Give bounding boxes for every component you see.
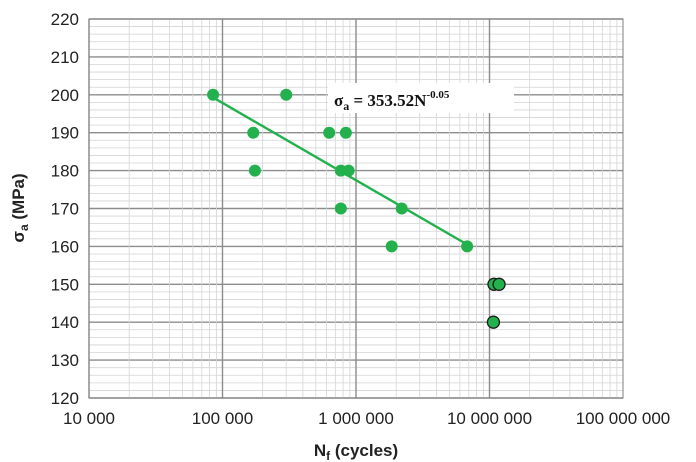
data-point (342, 164, 355, 177)
data-point (248, 164, 261, 177)
y-tick-label: 190 (51, 124, 79, 143)
equation-background (328, 83, 514, 113)
x-tick-label: 10 000 000 (447, 409, 532, 428)
equation-annotation: σa = 353.52N-0.05 (328, 83, 514, 113)
y-tick-label: 210 (51, 48, 79, 67)
runout-point (486, 315, 501, 329)
x-tick-label: 10 000 (63, 409, 115, 428)
x-tick-label: 100 000 000 (576, 409, 671, 428)
x-tick-label: 100 000 (192, 409, 253, 428)
y-tick-label: 220 (51, 10, 79, 29)
y-tick-label: 160 (51, 237, 79, 256)
y-tick-label: 180 (51, 162, 79, 181)
data-points (207, 88, 506, 329)
x-axis-title: Nf (cycles) (314, 441, 398, 462)
runout-point (492, 277, 506, 291)
y-tick-label: 140 (51, 313, 79, 332)
grid (88, 18, 623, 399)
y-tick-labels: 120 130 140 150 160 170 180 190 200 210 220 (51, 10, 79, 408)
x-tick-label: 1 000 000 (318, 409, 394, 428)
data-point (395, 202, 408, 215)
data-point (334, 202, 347, 215)
y-tick-label: 120 (51, 389, 79, 408)
y-tick-label: 150 (51, 275, 79, 294)
data-point (461, 240, 474, 253)
data-point (247, 126, 260, 139)
x-tick-labels: 10 000 100 000 1 000 000 10 000 000 100 000 … (63, 409, 670, 428)
y-tick-label: 200 (51, 86, 79, 105)
data-point (323, 126, 336, 139)
data-point (339, 126, 352, 139)
trendline-equation: σa = 353.52N-0.05 (334, 89, 450, 113)
data-point (385, 240, 398, 253)
data-point (207, 88, 220, 101)
y-axis-title: σa (MPa) (9, 173, 31, 242)
y-tick-label: 170 (51, 200, 79, 219)
plot-area-border (88, 18, 624, 399)
data-point (280, 88, 293, 101)
y-tick-label: 130 (51, 351, 79, 370)
